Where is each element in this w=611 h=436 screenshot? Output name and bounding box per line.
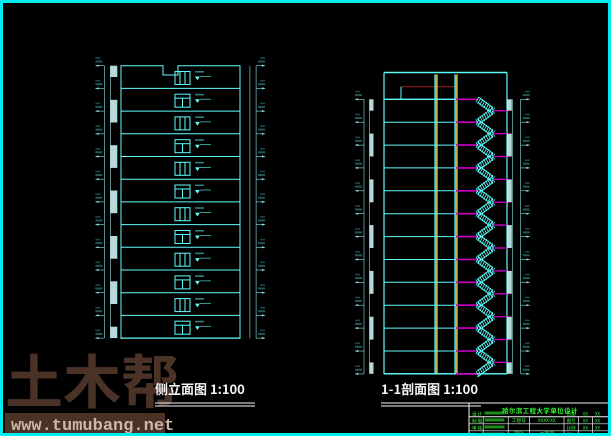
svg-text:XX: XX (583, 426, 589, 432)
svg-text:日期: 日期 (567, 412, 576, 418)
svg-text:图号: 图号 (567, 419, 576, 425)
svg-text:工程号: 工程号 (512, 417, 527, 424)
svg-text:1-1剖面图 1:100: 1-1剖面图 1:100 (381, 379, 478, 398)
svg-text:页次: 页次 (567, 432, 576, 436)
svg-text:校 对: 校 对 (472, 432, 483, 436)
svg-text:XX: XX (583, 419, 589, 425)
svg-text:XX: XX (583, 412, 589, 418)
svg-text:制 图: 制 图 (472, 418, 483, 425)
svg-text:立面图: 立面图 (540, 430, 555, 436)
svg-text:XX: XX (595, 419, 601, 425)
svg-text:www.tumubang.net: www.tumubang.net (11, 417, 174, 436)
svg-text:XX: XX (595, 426, 601, 432)
svg-text:审 核: 审 核 (472, 425, 483, 432)
svg-text:设 计: 设 计 (472, 411, 483, 418)
svg-text:土木帮: 土木帮 (5, 336, 179, 420)
svg-text:比例: 比例 (567, 425, 576, 432)
svg-text:XXXX-XX: XXXX-XX (538, 417, 556, 424)
svg-text:侧立面图 1:100: 侧立面图 1:100 (155, 379, 245, 398)
svg-text:XX: XX (583, 433, 589, 436)
svg-text:XX: XX (595, 412, 601, 418)
svg-text:图别: 图别 (514, 430, 524, 436)
svg-text:XX: XX (595, 433, 601, 436)
